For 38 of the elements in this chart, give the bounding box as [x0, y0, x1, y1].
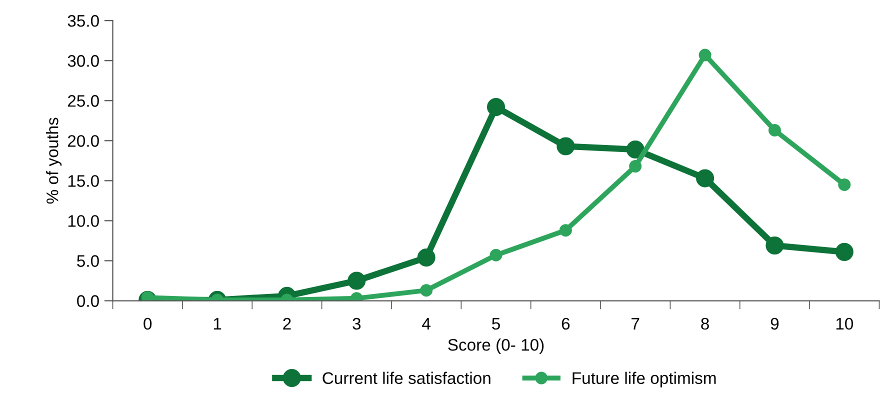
- x-tick-label: 4: [422, 318, 430, 330]
- x-tick-label: 8: [701, 318, 709, 330]
- x-tick-label: 6: [562, 318, 570, 330]
- y-tick-label: 15.0: [68, 175, 99, 187]
- x-tick-label: 2: [283, 318, 291, 330]
- point: [629, 160, 642, 173]
- x-tick-label: 5: [492, 318, 500, 330]
- point: [835, 242, 854, 261]
- point: [766, 236, 784, 255]
- point: [556, 137, 575, 156]
- point: [838, 178, 851, 191]
- legend-label: Current life satisfaction: [322, 372, 490, 384]
- point: [626, 140, 644, 158]
- point: [559, 224, 572, 237]
- y-tick-label: 25.0: [68, 95, 99, 107]
- y-tick-label: 30.0: [68, 55, 99, 67]
- x-tick-label: 10: [836, 318, 854, 330]
- y-tick-label: 0.0: [77, 295, 99, 307]
- y-axis-title: % of youths: [46, 118, 62, 204]
- x-tick-label: 0: [144, 318, 152, 330]
- point: [490, 248, 502, 262]
- x-axis-title: Score (0- 10): [448, 338, 544, 354]
- y-tick-label: 10.0: [68, 215, 99, 227]
- x-tick-label: 3: [352, 318, 361, 330]
- y-tick-label: 5.0: [77, 255, 99, 267]
- point: [486, 98, 506, 116]
- point: [768, 124, 781, 137]
- point: [420, 284, 433, 297]
- point: [417, 248, 436, 267]
- point: [696, 169, 714, 188]
- x-tick-label: 9: [770, 318, 779, 330]
- x-tick-label: 7: [632, 318, 640, 330]
- x-tick-label: 1: [214, 318, 222, 330]
- y-tick-label: 20.0: [68, 135, 99, 147]
- legend-label: Future life optimism: [572, 372, 716, 388]
- point: [698, 48, 712, 62]
- y-tick-label: 35.0: [68, 15, 99, 27]
- point: [348, 272, 366, 290]
